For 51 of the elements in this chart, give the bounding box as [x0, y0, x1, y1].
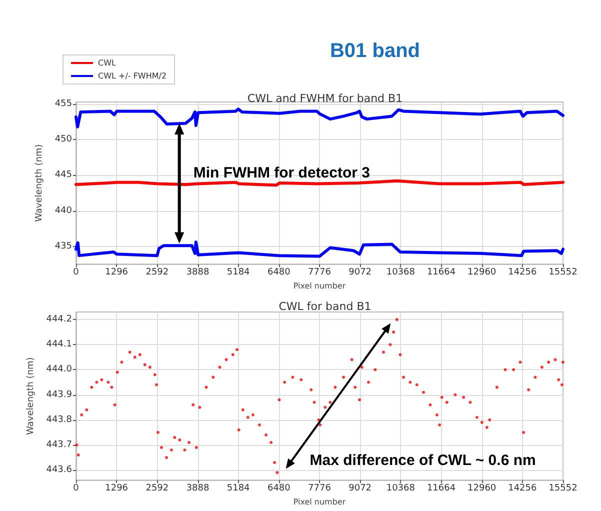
y-axis-title: Wavelength (nm)	[34, 144, 44, 222]
x-tick-label: 12960	[468, 484, 496, 494]
y-tick-label: 435	[54, 241, 72, 252]
x-tick-label: 0	[73, 484, 80, 494]
x-tick-label: 9072	[348, 484, 372, 494]
x-tick-label: 12960	[468, 268, 496, 278]
x-axis-title: Pixel number	[293, 498, 346, 506]
x-tick-label: 15552	[548, 268, 578, 278]
y-tick-label: 443.7	[46, 440, 72, 450]
y-tick-label: 445	[54, 170, 72, 180]
x-tick-label: 5184	[226, 484, 250, 494]
chart-subtitle: CWL and FWHM for band B1	[247, 92, 403, 105]
line-series	[74, 108, 564, 128]
y-tick-label: 444.1	[46, 340, 72, 350]
x-tick-label: 11664	[426, 268, 456, 278]
x-tick-label: 14256	[508, 484, 537, 494]
legend-label: CWL +/- FWHM/2	[98, 72, 167, 80]
y-tick-label: 440	[54, 206, 72, 216]
legend-label: CWL	[98, 58, 116, 68]
x-tick-label: 6480	[267, 484, 291, 494]
x-tick-label: 6480	[267, 268, 291, 278]
x-tick-label: 14256	[508, 268, 537, 278]
x-tick-label: 11664	[426, 484, 456, 494]
y-tick-label: 444.0	[46, 364, 72, 375]
y-tick-label: 443.6	[46, 465, 72, 476]
x-tick-label: 10368	[386, 268, 416, 278]
x-tick-label: 7776	[308, 268, 332, 278]
chart-title: CWL for band B1	[278, 300, 372, 313]
y-tick-label: 443.9	[46, 390, 72, 400]
annotation: Min FWHM for detector 3	[193, 164, 370, 182]
y-tick-label: 443.8	[46, 414, 72, 425]
x-tick-label: 7776	[308, 484, 332, 494]
x-tick-label: 0	[73, 268, 80, 278]
x-tick-label: 5184	[226, 268, 250, 278]
y-tick-label: 444.2	[46, 314, 72, 325]
x-tick-label: 1296	[105, 268, 128, 278]
x-tick-label: 9072	[348, 268, 372, 278]
x-tick-label: 3888	[186, 268, 210, 278]
x-tick-label: 15552	[548, 484, 578, 494]
y-axis-title: Wavelength (nm)	[26, 357, 36, 435]
y-tick-label: 455	[54, 99, 72, 110]
x-tick-label: 10368	[386, 484, 416, 494]
x-tick-label: 2592	[146, 484, 169, 494]
y-tick-label: 450	[54, 134, 72, 145]
annotation: Max difference of CWL ~ 0.6 nm	[310, 452, 536, 469]
x-axis-title: Pixel number	[293, 282, 346, 290]
x-tick-label: 3888	[186, 484, 210, 494]
x-tick-label: 2592	[146, 268, 169, 278]
line-series	[74, 240, 564, 258]
chart-title: B01 band	[330, 40, 420, 62]
x-tick-label: 1296	[105, 484, 128, 494]
